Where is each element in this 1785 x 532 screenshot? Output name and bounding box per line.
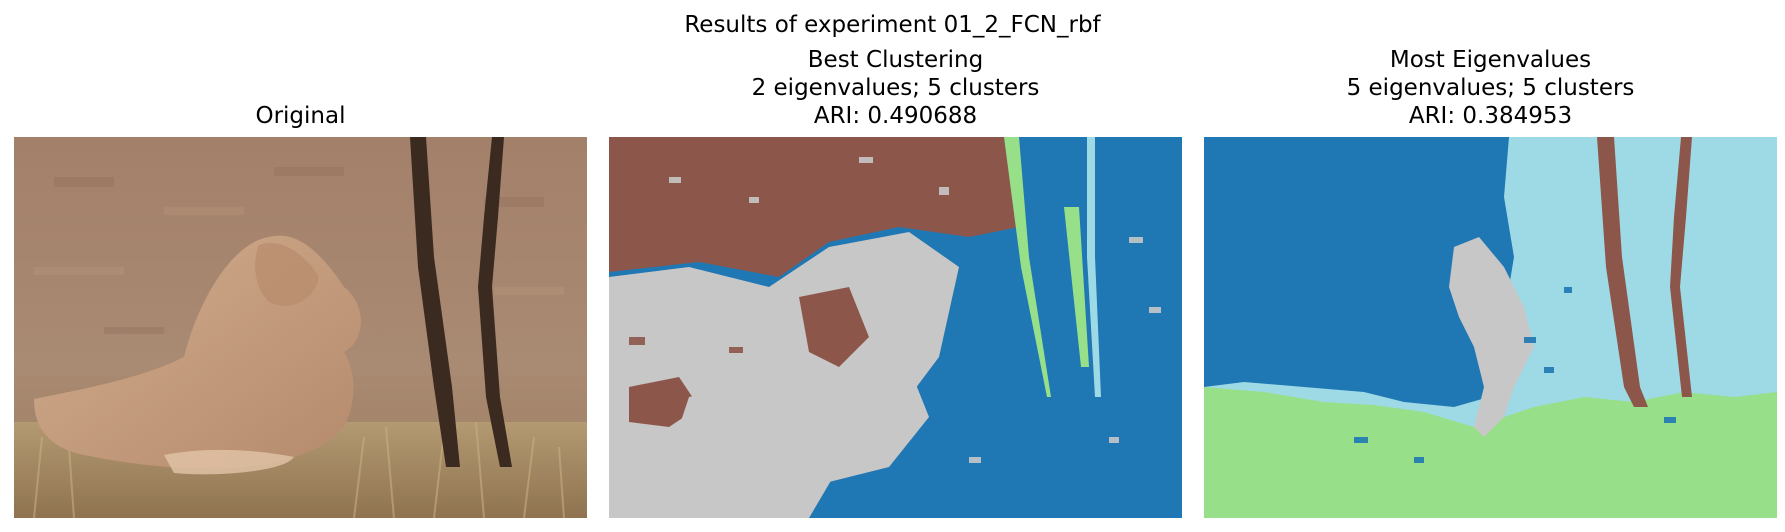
grass-blades	[33, 421, 565, 518]
cluster-brown-region	[609, 137, 1019, 277]
panel-most-eigenvalues-title: Most Eigenvalues 5 eigenvalues; 5 cluste…	[1204, 46, 1777, 130]
cluster-blue-region	[1204, 137, 1514, 407]
cluster-brown-lower	[629, 377, 699, 427]
title-line: 5 eigenvalues; 5 clusters	[1346, 75, 1635, 101]
lioness-head-shade	[255, 242, 319, 306]
title-line: ARI: 0.384953	[1408, 103, 1573, 129]
original-image	[14, 137, 587, 518]
lioness-leg	[164, 449, 294, 475]
cluster-gray-lion-body	[669, 367, 929, 487]
cluster-gray-lion	[1449, 237, 1534, 437]
cluster-brown-lion-mane	[799, 287, 869, 367]
cluster-cyan-streak	[1087, 137, 1101, 397]
figure-title: Results of experiment 01_2_FCN_rbf	[684, 12, 1101, 38]
tree-trunk-right	[478, 137, 512, 467]
title-line: 2 eigenvalues; 5 clusters	[751, 75, 1040, 101]
cluster-green-trunk-2	[1064, 207, 1089, 367]
panel-original-title: Original	[14, 102, 587, 130]
cluster-brown-trunk-right	[1670, 137, 1692, 397]
panel-best-clustering-title: Best Clustering 2 eigenvalues; 5 cluster…	[609, 46, 1182, 130]
best-clustering-map	[609, 137, 1182, 518]
title-line: Original	[255, 103, 346, 129]
ground-speckle	[34, 167, 564, 334]
cluster-green-trunk	[1004, 137, 1051, 397]
tree-trunk-left	[410, 137, 460, 467]
noise-speckle	[1354, 287, 1676, 463]
cluster-brown-trunk-left	[1597, 137, 1648, 407]
title-line: Best Clustering	[807, 47, 984, 73]
title-line: ARI: 0.490688	[813, 103, 978, 129]
title-line: Most Eigenvalues	[1389, 47, 1592, 73]
cluster-green-ground	[1204, 387, 1777, 518]
noise-speckle	[629, 157, 1161, 463]
most-eigenvalues-map	[1204, 137, 1777, 518]
